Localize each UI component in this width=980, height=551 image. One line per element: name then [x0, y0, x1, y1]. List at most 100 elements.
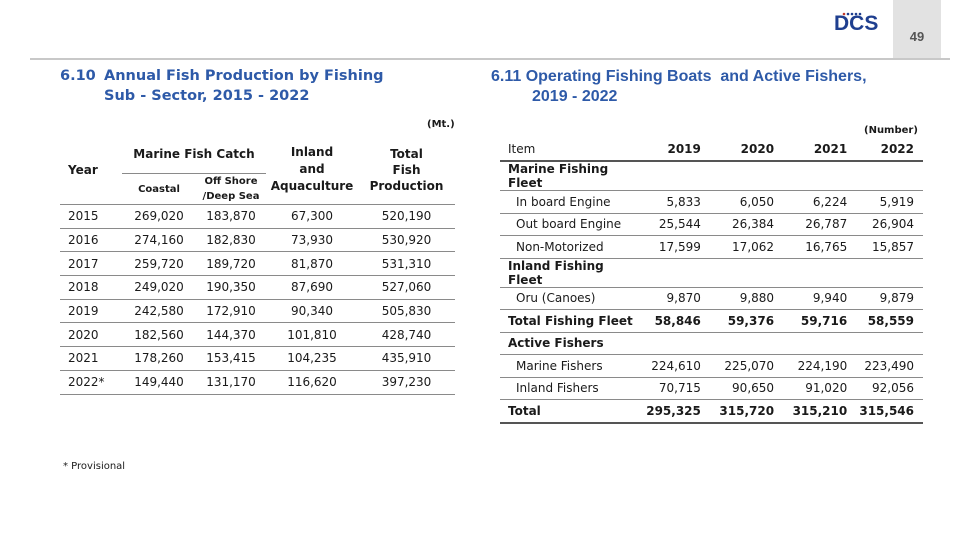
cell-value: 90,650	[709, 377, 784, 400]
cell-inland: 81,870	[266, 251, 358, 277]
cell-inland: 104,235	[266, 346, 358, 371]
cell-value: 224,610	[638, 354, 710, 378]
cell-value: 58,846	[638, 309, 710, 333]
header-inland-2: and	[299, 162, 325, 176]
unit-label: (Number)	[864, 125, 918, 136]
table-row: Oru (Canoes) 9,870 9,880 9,940 9,879	[500, 287, 923, 310]
row-label: Inland Fishing Fleet	[500, 258, 639, 288]
cell-year: 2019	[60, 299, 122, 324]
cell-value	[856, 332, 923, 355]
cell-value: 225,070	[709, 354, 784, 378]
cell-coastal: 274,160	[122, 228, 196, 253]
cell-year: 2022*	[60, 370, 122, 395]
table-row: 2015 269,020 183,870 67,300 520,190	[60, 204, 455, 229]
header-offshore: Off Shore /Deep Sea	[196, 173, 266, 205]
cell-coastal: 269,020	[122, 204, 196, 229]
cell-value	[783, 258, 857, 288]
header-total-2: Fish	[392, 162, 421, 177]
cell-coastal: 149,440	[122, 370, 196, 395]
header-row: Item 2019 2020 2021 2022	[500, 138, 923, 162]
header-offshore-2: /Deep Sea	[202, 191, 260, 202]
cell-value	[783, 332, 857, 355]
cell-coastal: 242,580	[122, 299, 196, 324]
header-inland-1: Inland	[290, 145, 334, 159]
cell-value: 92,056	[856, 377, 923, 400]
fish-production-table: Year Marine Fish Catch Inland and Aquacu…	[60, 135, 455, 395]
cell-value: 59,716	[783, 309, 857, 333]
header-coastal: Coastal	[122, 173, 196, 205]
row-label: Active Fishers	[500, 332, 639, 355]
cell-value: 224,190	[783, 354, 857, 378]
cell-value: 70,715	[638, 377, 710, 400]
cell-inland: 87,690	[266, 275, 358, 300]
header-total: Total Fish Production	[358, 135, 455, 205]
header-2019: 2019	[638, 138, 710, 162]
cell-inland: 90,340	[266, 299, 358, 324]
table-row: Marine Fishing Fleet	[500, 161, 923, 191]
cell-offshore: 153,415	[196, 346, 266, 371]
title-line-1: 6.11 Operating Fishing Boats and Active …	[491, 68, 867, 85]
table-row: 2022* 149,440 131,170 116,620 397,230	[60, 370, 455, 395]
cell-value: 6,224	[783, 190, 857, 214]
footnote: * Provisional	[63, 461, 126, 472]
logo-text: DCS	[834, 12, 879, 35]
cell-inland: 73,930	[266, 228, 358, 253]
cell-value	[709, 258, 784, 288]
cell-offshore: 183,870	[196, 204, 266, 229]
header-inland: Inland and Aquaculture	[266, 135, 358, 205]
cell-value: 26,787	[783, 213, 857, 236]
row-label: In board Engine	[500, 190, 639, 214]
cell-inland: 116,620	[266, 370, 358, 395]
page-number-box	[893, 0, 941, 58]
table-row: Total 295,325 315,720 315,210 315,546	[500, 399, 923, 424]
cell-value	[783, 161, 857, 191]
table-row: Inland Fishing Fleet	[500, 258, 923, 288]
row-label: Oru (Canoes)	[500, 287, 639, 310]
table-row: Total Fishing Fleet 58,846 59,376 59,716 58,…	[500, 309, 923, 333]
cell-value: 26,384	[709, 213, 784, 236]
header-2021: 2021	[783, 138, 857, 162]
header-2020: 2020	[709, 138, 784, 162]
table-row: 2021 178,260 153,415 104,235 435,910	[60, 346, 455, 371]
table-row: Inland Fishers 70,715 90,650 91,020 92,056	[500, 377, 923, 400]
row-label: Out board Engine	[500, 213, 639, 236]
cell-total: 505,830	[358, 299, 455, 324]
cell-value: 9,870	[638, 287, 710, 310]
table-row: 2018 249,020 190,350 87,690 527,060	[60, 275, 455, 300]
cell-value: 17,599	[638, 235, 710, 259]
cell-total: 520,190	[358, 204, 455, 229]
header-marine-catch-label: Marine Fish Catch	[133, 147, 255, 161]
cell-offshore: 182,830	[196, 228, 266, 253]
table-row: 2016 274,160 182,830 73,930 530,920	[60, 228, 455, 253]
cell-value	[709, 161, 784, 191]
page-number: 49	[909, 29, 925, 44]
cell-coastal: 259,720	[122, 251, 196, 277]
row-label: Total	[500, 399, 639, 424]
cell-year: 2021	[60, 346, 122, 371]
header-2022: 2022	[856, 138, 923, 162]
row-label: Total Fishing Fleet	[500, 309, 639, 333]
cell-coastal: 178,260	[122, 346, 196, 371]
header-divider	[30, 58, 950, 60]
table-row: Non-Motorized 17,599 17,062 16,765 15,857	[500, 235, 923, 259]
cell-value: 223,490	[856, 354, 923, 378]
fishing-boats-table: Item 2019 2020 2021 2022 Marine Fishing …	[500, 138, 923, 424]
table-row: 2017 259,720 189,720 81,870 531,310	[60, 251, 455, 277]
cell-total: 527,060	[358, 275, 455, 300]
cell-value: 26,904	[856, 213, 923, 236]
header-total-3: Production	[369, 178, 444, 193]
cell-value: 295,325	[638, 399, 710, 424]
cell-value	[638, 258, 710, 288]
table-number: 6.10	[60, 68, 96, 84]
header-marine-catch: Marine Fish Catch	[122, 135, 266, 174]
header-item: Item	[500, 138, 639, 162]
logo-dots-icon	[842, 12, 862, 16]
table-row: Marine Fishers 224,610 225,070 224,190 223,4…	[500, 354, 923, 378]
cell-value: 9,880	[709, 287, 784, 310]
table-6-11-title: 6.11 Operating Fishing Boats and Active …	[491, 67, 911, 107]
cell-value	[709, 332, 784, 355]
row-label: Non-Motorized	[500, 235, 639, 259]
unit-label: (Mt.)	[427, 119, 455, 130]
cell-year: 2020	[60, 322, 122, 348]
cell-value: 16,765	[783, 235, 857, 259]
